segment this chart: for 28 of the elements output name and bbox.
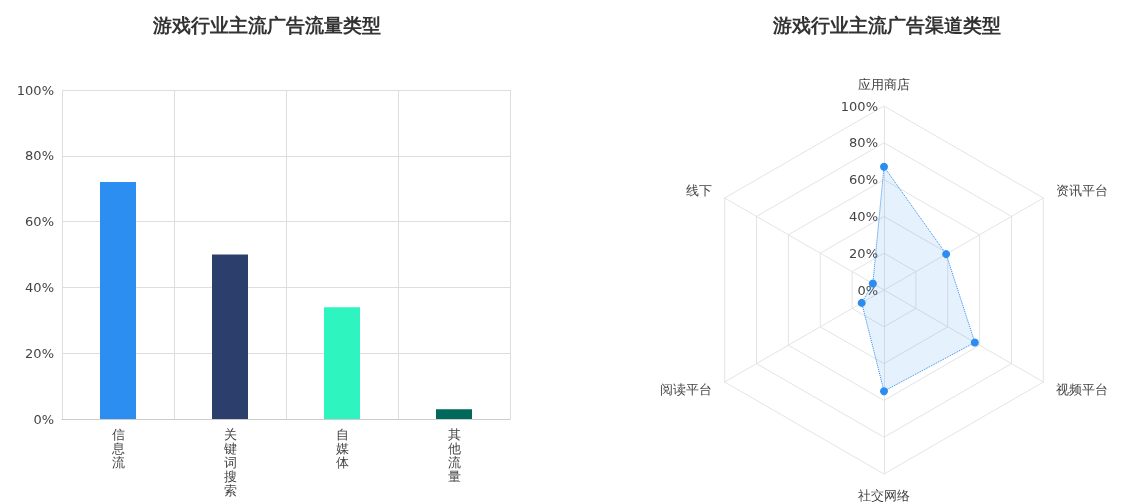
y-tick-label: 100% <box>840 98 878 114</box>
bar <box>212 254 248 419</box>
bar <box>436 409 472 419</box>
bar <box>324 307 360 419</box>
y-tick-label: 40% <box>25 279 54 295</box>
x-tick-label: 关键词搜索 <box>222 426 237 498</box>
y-tick-label: 20% <box>25 345 54 361</box>
spoke-label: 社交网络 <box>858 488 910 503</box>
x-tick-label: 自媒体 <box>335 426 349 470</box>
y-tick-label: 0% <box>33 411 54 427</box>
chart-title: 游戏行业主流广告渠道类型 <box>772 13 1001 36</box>
x-tick-label: 其他流量 <box>447 426 461 484</box>
x-tick-label: 信息流 <box>110 426 125 470</box>
y-tick-label: 80% <box>25 148 54 164</box>
spoke-label: 资讯平台 <box>1056 183 1109 198</box>
spoke-label: 应用商店 <box>858 77 910 92</box>
chart-title: 游戏行业主流广告流量类型 <box>152 13 381 36</box>
spoke-label: 阅读平台 <box>659 382 712 397</box>
y-tick-label: 80% <box>849 135 878 151</box>
y-tick-label: 60% <box>849 172 878 188</box>
bar <box>100 182 136 419</box>
y-tick-label: 60% <box>25 214 54 230</box>
spoke-label: 视频平台 <box>1056 382 1109 397</box>
y-tick-label: 20% <box>849 245 878 261</box>
y-tick-label: 40% <box>849 208 878 224</box>
y-tick-label: 100% <box>16 82 54 98</box>
y-tick-label: 0% <box>857 282 878 298</box>
spoke-label: 线下 <box>685 183 712 198</box>
